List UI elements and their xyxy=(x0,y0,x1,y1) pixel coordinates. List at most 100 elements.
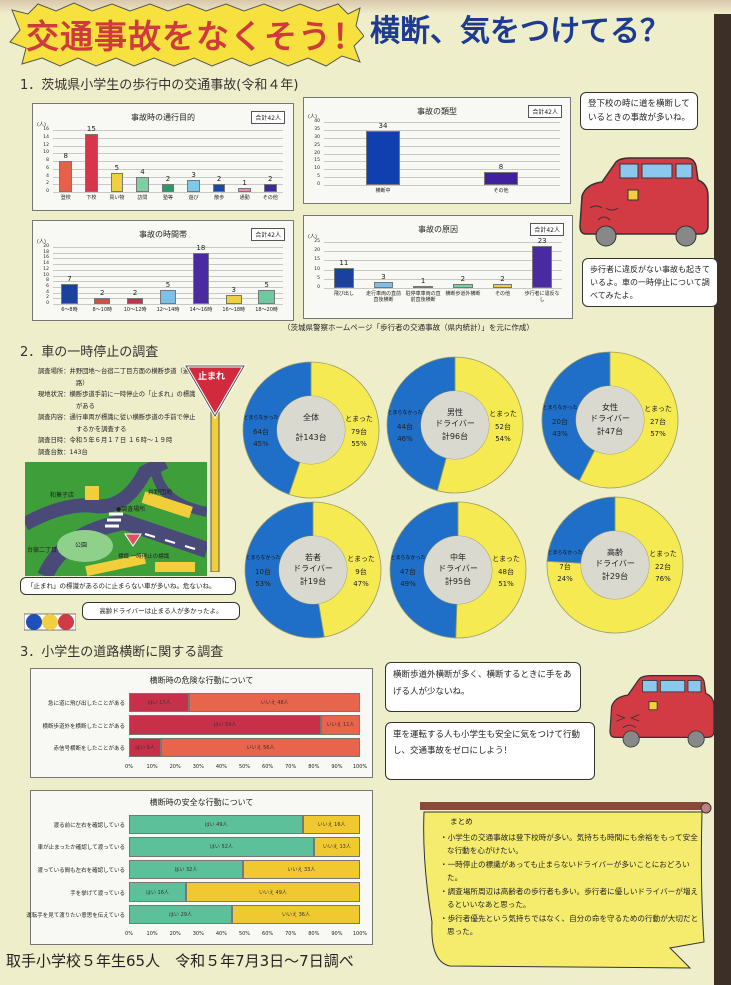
stacked-bar-segment: いいえ 56人 xyxy=(160,737,360,758)
x-tick-label: 50% xyxy=(238,931,251,937)
bar-value-label: 3 xyxy=(191,171,196,180)
y-axis-unit: (人) xyxy=(308,234,317,240)
gridline xyxy=(53,304,283,305)
gridline xyxy=(53,247,283,248)
stacked-bar-segment: いいえ 49人 xyxy=(185,882,360,902)
donut-chart xyxy=(244,501,382,639)
bar-value-label: 5 xyxy=(114,163,120,172)
category-label: 買い物 xyxy=(109,195,125,201)
stacked-bar-segment: はい 54人 xyxy=(129,715,321,735)
segment-count: 64台 xyxy=(253,428,269,436)
speech-bubble: 登下校の時に道を横断しているときの事故が多いね。 xyxy=(580,92,698,130)
bar-value-label: 3 xyxy=(381,273,386,282)
gridline xyxy=(324,169,560,171)
x-tick-label: 20% xyxy=(169,931,181,937)
category-label: 18～20時 xyxy=(255,307,278,313)
segment-count: 52台 xyxy=(495,423,511,431)
category-label: 歩行者に違反なし xyxy=(524,291,560,303)
y-axis-unit: (人) xyxy=(37,239,46,245)
segment-count: 47台 xyxy=(400,568,416,576)
segment-count: 7台 xyxy=(559,563,571,571)
bar-value-label: 2 xyxy=(267,175,273,184)
gridline xyxy=(324,185,560,186)
donut-center-title: 全体 xyxy=(303,413,319,422)
segment-label: とまった xyxy=(345,415,373,423)
category-label: 駐停車車両の直前直後横断 xyxy=(405,291,441,303)
slice-not-stopped xyxy=(242,361,312,495)
segment-label: とまった xyxy=(492,555,520,563)
bar xyxy=(484,172,518,185)
segment-percent: 57% xyxy=(650,430,666,438)
category-label: 下校 xyxy=(86,195,97,201)
category-label: 赤信号横断をしたことがある xyxy=(53,746,125,753)
segment-label: とまらなかった xyxy=(390,555,426,561)
donut-center xyxy=(576,386,644,454)
bar-value-label: 5 xyxy=(165,280,171,289)
category-label: 飛び出し xyxy=(333,291,354,297)
summary-title: まとめ xyxy=(450,817,473,826)
summary-item: ・歩行者優先という気持ちではなく、自分の命を守るための行動が大切だと思った。 xyxy=(440,913,699,937)
stacked-bar-segment: いいえ 36人 xyxy=(232,904,360,925)
donut-center xyxy=(421,391,489,459)
y-tick-label: 8 xyxy=(46,158,49,163)
gridline xyxy=(53,153,283,155)
gridline xyxy=(324,260,562,262)
chart-safe-behavior: 横断時の安全な行動について 渡る前に左右を確認している はい 49人 いいえ 16人車… xyxy=(26,790,373,945)
stacked-bar-segment: はい 16人 xyxy=(129,882,186,902)
gridline xyxy=(53,281,283,283)
bar xyxy=(258,289,275,304)
y-tick-label: 2 xyxy=(46,181,49,187)
y-tick-label: 25 xyxy=(314,142,320,148)
y-tick-label: 12 xyxy=(43,266,49,272)
stacked-bar-segment: いいえ 11人 xyxy=(320,715,360,735)
y-tick-label: 5 xyxy=(317,174,320,180)
section2-heading: 2．車の一時停止の調査 xyxy=(20,345,159,360)
survey-info: 調査場所：井野団地～台宿二丁目方面の横断歩道（通学路） 現地状況：横断歩道手前に… xyxy=(38,366,198,458)
gridline xyxy=(53,275,283,277)
x-tick-label: 30% xyxy=(192,931,204,937)
survey-info-line: 調査場所：井野団地～台宿二丁目方面の横断歩道（通学路） xyxy=(38,368,196,387)
stacked-bar-segment: はい 9人 xyxy=(129,737,161,758)
y-tick-label: 2 xyxy=(46,295,49,301)
segment-count: 9台 xyxy=(355,568,367,576)
bar xyxy=(238,188,252,192)
category-label: その他 xyxy=(494,291,510,297)
donut-center xyxy=(424,536,492,604)
category-label: 急に道に飛び出したことがある xyxy=(47,700,125,707)
segment-percent: 43% xyxy=(552,430,568,438)
segment-count: 79台 xyxy=(351,428,367,436)
x-tick-label: 40% xyxy=(215,764,227,770)
category-label: 塾等 xyxy=(162,195,173,201)
category-label: 訪問 xyxy=(137,195,148,201)
stacked-bar-segment: はい 32人 xyxy=(129,859,243,880)
category-label: 散歩 xyxy=(214,195,225,201)
category-label: 8～10時 xyxy=(92,307,113,313)
category-label: 渡っている間も左右を確認している xyxy=(37,868,125,874)
x-tick-label: 50% xyxy=(238,764,251,770)
bar-value-label: 4 xyxy=(140,167,145,176)
section3-heading: 3．小学生の道路横断に関する調査 xyxy=(20,645,224,660)
y-tick-label: 0 xyxy=(46,301,49,306)
x-tick-label: 100% xyxy=(352,931,368,937)
bar xyxy=(413,286,434,289)
bar-value-label: 2 xyxy=(165,175,171,184)
segment-label: とまらなかった xyxy=(387,410,423,416)
segment-percent: 76% xyxy=(655,575,671,583)
donut-center xyxy=(279,536,347,604)
category-label: 10～12時 xyxy=(123,307,147,313)
y-axis-unit: (人) xyxy=(308,114,317,120)
bar xyxy=(333,267,354,288)
map-label: 台宿二丁目 xyxy=(27,547,58,554)
category-label: 走行車両の直前直後横断 xyxy=(365,291,401,303)
x-tick-label: 30% xyxy=(192,764,204,770)
donut-center-title: 男性 ドライバー xyxy=(435,408,475,428)
gridline xyxy=(324,122,560,123)
gridline xyxy=(53,130,283,131)
segment-percent: 51% xyxy=(498,580,514,588)
donut-center-total: 計96台 xyxy=(441,432,469,441)
speech-bubble: 歩行者に違反がない事故も起きているよ。車の一時停止について調べてみたよ。 xyxy=(582,258,718,307)
segment-percent: 47% xyxy=(353,580,369,588)
donut-center-total: 計143台 xyxy=(295,433,327,442)
segment-percent: 49% xyxy=(400,580,416,588)
y-tick-label: 16 xyxy=(43,127,49,132)
